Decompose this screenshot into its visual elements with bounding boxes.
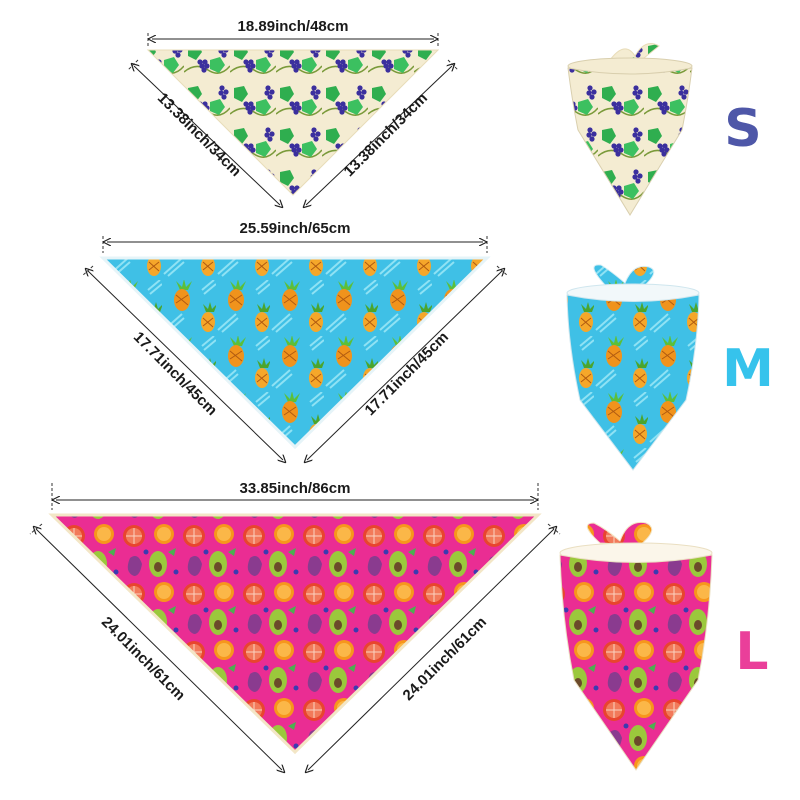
size-l-right-arrow [308, 529, 554, 770]
size-m-width-label: 25.59inch/65cm [240, 220, 351, 237]
size-m-right-arrow [307, 271, 502, 460]
size-s-right-arrow [306, 66, 452, 205]
size-l-worn-bandana [559, 521, 713, 771]
size-s-width-label: 18.89inch/48cm [238, 18, 349, 35]
size-l-width-label: 33.85inch/86cm [240, 480, 351, 497]
size-m-worn-bandana [566, 264, 700, 471]
size-s-worn-bandana [567, 43, 693, 216]
size-s-left-arrow [134, 66, 280, 205]
size-l-letter: L [735, 622, 768, 682]
size-s-letter: S [724, 99, 761, 159]
size-m-left-arrow [88, 271, 283, 460]
size-l-left-arrow [36, 529, 282, 770]
size-m-letter: M [722, 339, 774, 399]
